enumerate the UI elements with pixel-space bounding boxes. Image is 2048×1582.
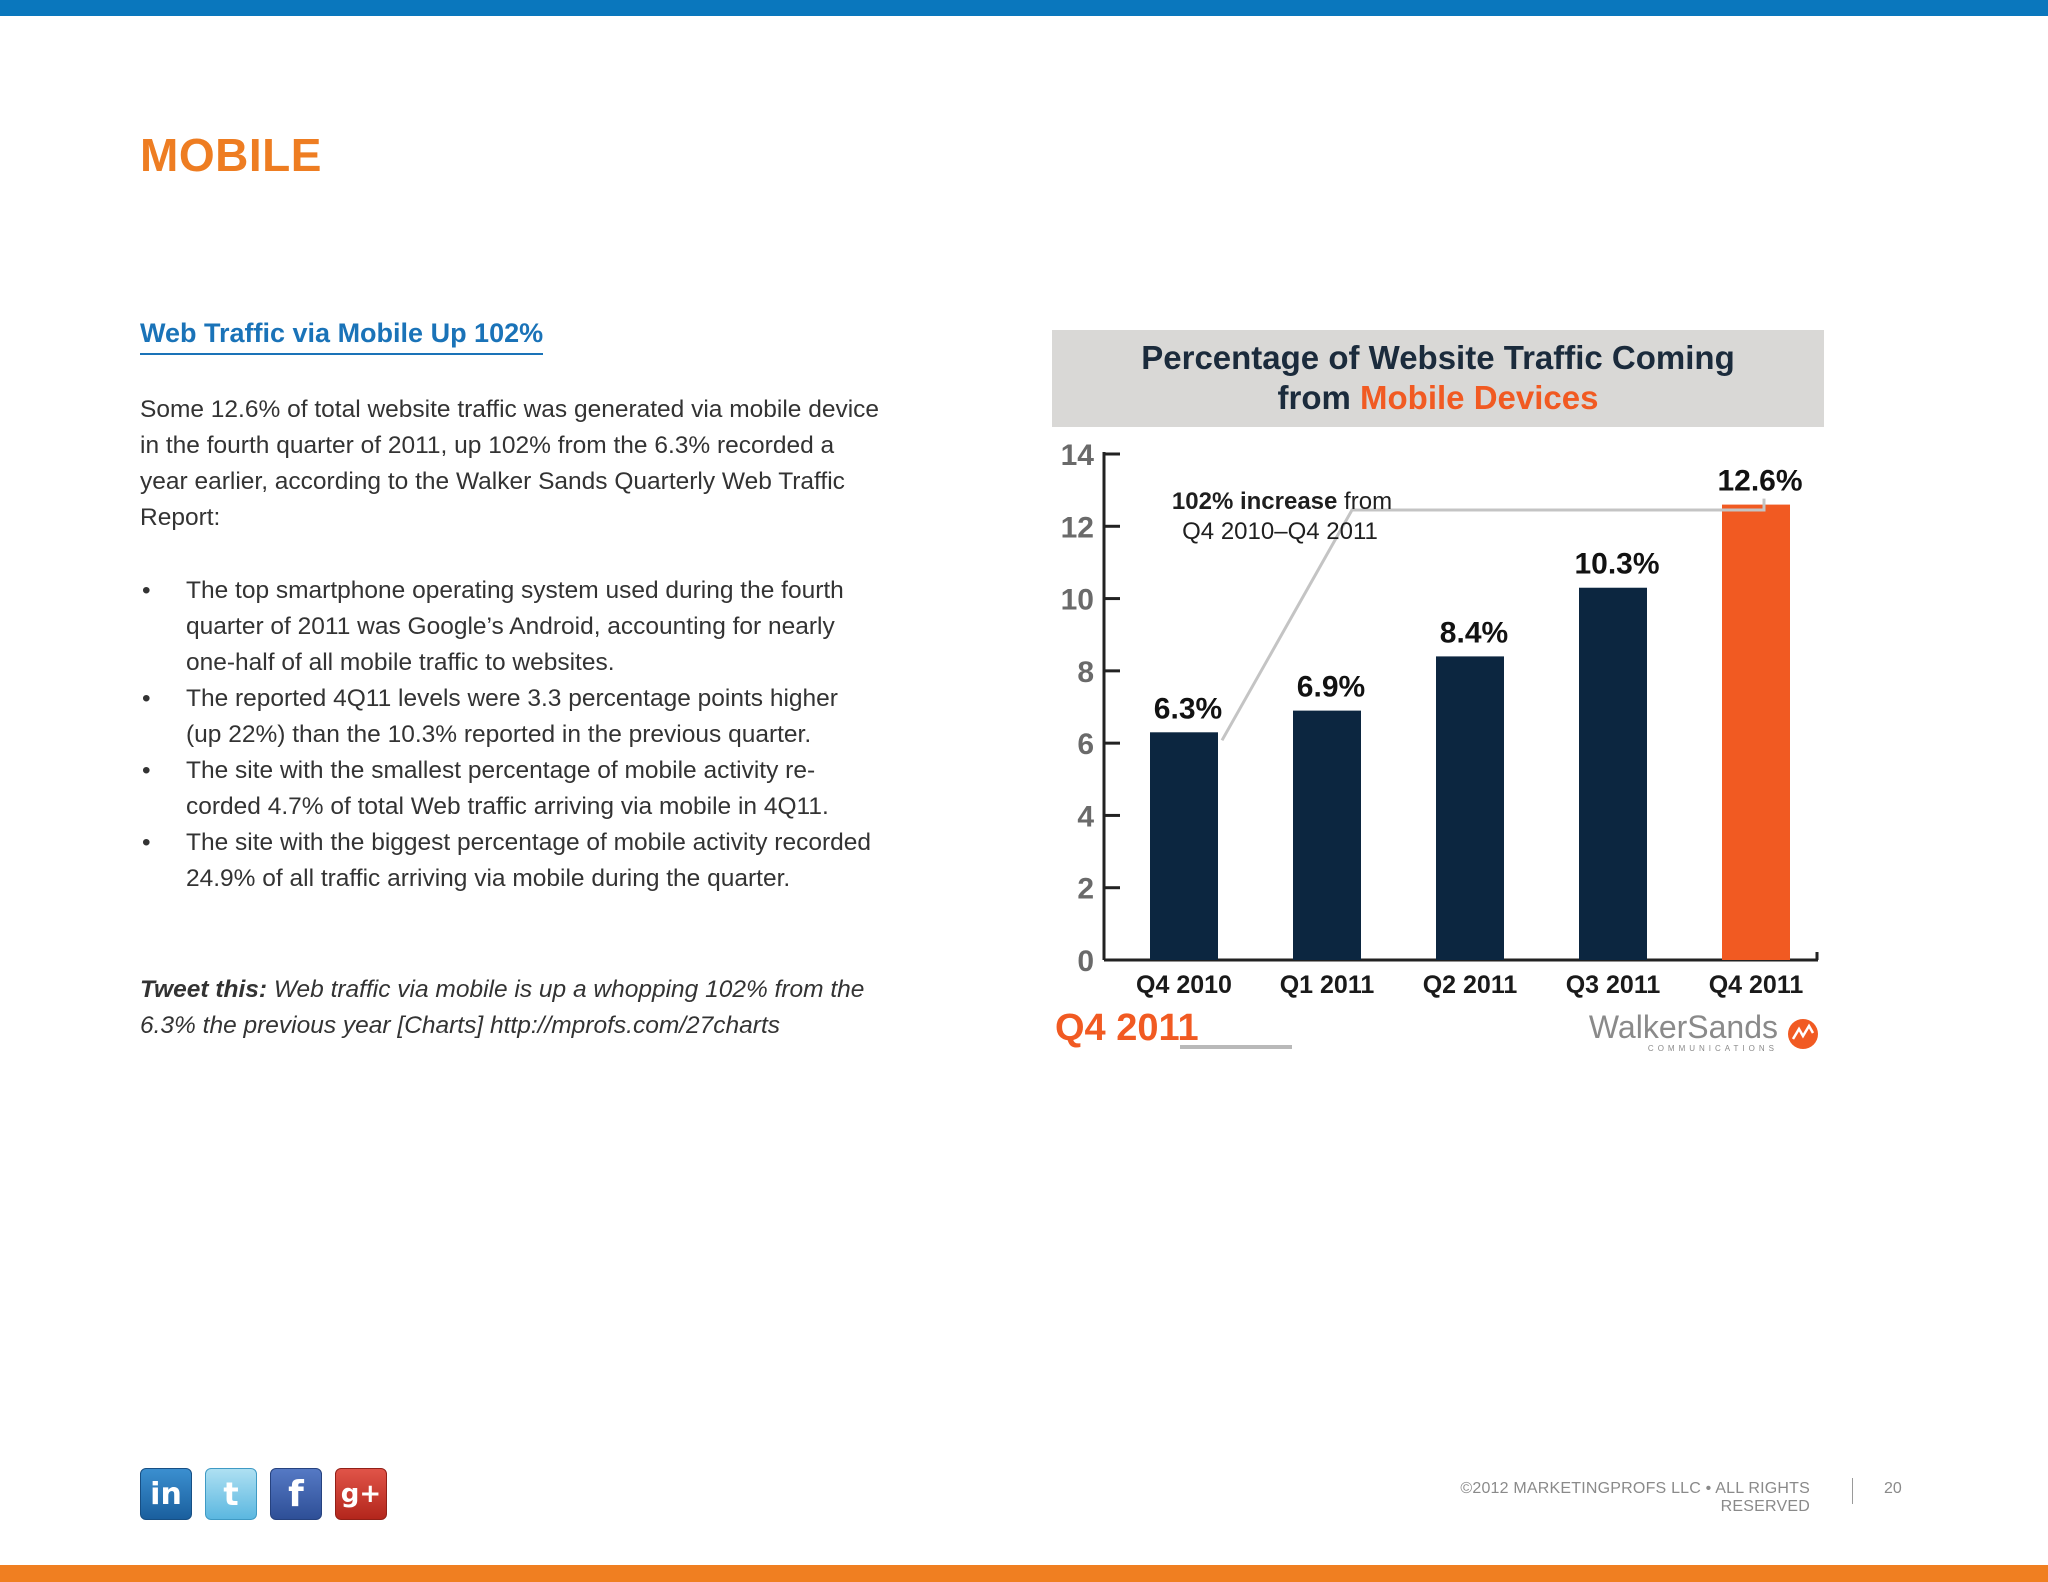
walker-sands-logo: WalkerSands	[1589, 1009, 1778, 1045]
walker-sands-icon-mark	[1791, 1023, 1815, 1040]
tweet-label: Tweet this:	[140, 976, 268, 1003]
annotation-bold: 102% increase	[1172, 488, 1337, 515]
increase-annotation-line2: Q4 2010–Q4 2011	[1182, 518, 1378, 545]
bullet-marker: •	[142, 577, 151, 604]
list-item: • The top smartphone operating system use…	[140, 573, 880, 681]
article-subheading: Web Traffic via Mobile Up 102%	[140, 318, 544, 355]
x-tick-label: Q1 2011	[1280, 971, 1375, 999]
chart-title-band	[1052, 330, 1824, 427]
footer-copyright: ©2012 MARKETINGPROFS LLC • ALL RIGHTS RE…	[1460, 1480, 1810, 1515]
google-plus-icon[interactable]: g+	[335, 1468, 387, 1520]
bar	[1722, 504, 1790, 960]
y-tick-label: 6	[1077, 728, 1094, 761]
bullet-text: The reported 4Q11 levels were 3.3 percen…	[186, 685, 838, 748]
list-item: • The reported 4Q11 levels were 3.3 perce…	[140, 681, 880, 753]
chart-title-prefix: from	[1278, 379, 1361, 416]
data-label: 12.6%	[1717, 465, 1802, 498]
chart-title-highlight: Mobile Devices	[1360, 379, 1598, 416]
linkedin-icon[interactable]: in	[140, 1468, 192, 1520]
bar	[1436, 656, 1504, 960]
chart-title-line2: from Mobile Devices	[1278, 379, 1599, 416]
section-title: MOBILE	[140, 129, 322, 181]
linkedin-label: in	[150, 1476, 182, 1512]
bottom-accent-bar	[0, 1565, 2048, 1582]
y-tick-label: 0	[1077, 945, 1094, 978]
intro-paragraph: Some 12.6% of total website traffic was …	[140, 396, 880, 531]
twitter-label: t	[223, 1475, 239, 1513]
y-tick-label: 8	[1077, 656, 1094, 689]
data-label: 10.3%	[1574, 548, 1659, 581]
twitter-icon[interactable]: t	[205, 1468, 257, 1520]
y-tick-label: 14	[1061, 439, 1095, 472]
bar	[1579, 587, 1647, 960]
tweet-this: Tweet this: Web traffic via mobile is up…	[140, 972, 880, 1044]
facebook-label: f	[288, 1473, 304, 1515]
x-tick-label: Q4 2011	[1709, 971, 1804, 999]
x-tick-label: Q2 2011	[1423, 971, 1518, 999]
brand-sub: COMMUNICATIONS	[1648, 1044, 1778, 1053]
x-tick-label: Q4 2010	[1136, 971, 1232, 999]
bullet-text: The site with the biggest percentage of …	[186, 829, 872, 892]
bullet-text: The site with the smallest percentage of…	[186, 757, 829, 820]
data-label: 8.4%	[1440, 616, 1508, 649]
bullet-marker: •	[142, 829, 151, 856]
data-label: 6.9%	[1297, 671, 1365, 704]
google-plus-label: g+	[340, 1479, 382, 1509]
increase-annotation: 102% increase from	[1172, 488, 1392, 515]
data-label: 6.3%	[1154, 692, 1222, 725]
tweet-text[interactable]: Web traffic via mobile is up a whopping …	[140, 976, 865, 1039]
bullet-marker: •	[142, 685, 151, 712]
footer-divider	[1852, 1478, 1853, 1504]
y-tick-label: 2	[1077, 873, 1094, 906]
mobile-traffic-chart: Percentage of Website Traffic Coming fro…	[1052, 330, 1824, 1053]
increase-bracket	[1220, 498, 1766, 742]
y-tick-label: 12	[1061, 511, 1094, 544]
brand-main: Walker	[1589, 1009, 1688, 1045]
bullet-marker: •	[142, 757, 151, 784]
facebook-icon[interactable]: f	[270, 1468, 322, 1520]
plot-area: 0 2 4 6 8 10 12 14 6.3% Q4 2010 6.9% Q1 2011 8.4% Q2 …	[1061, 439, 1819, 999]
y-tick-label: 4	[1077, 800, 1094, 833]
y-tick-label: 10	[1061, 584, 1094, 617]
list-item: • The site with the smallest percentage o…	[140, 753, 880, 825]
chart-title-line1: Percentage of Website Traffic Coming	[1141, 339, 1735, 376]
bullet-text: The top smartphone operating system used…	[186, 577, 844, 676]
brand-accent: Sands	[1687, 1009, 1778, 1045]
bullet-list: • The top smartphone operating system use…	[140, 573, 880, 897]
bar	[1293, 710, 1361, 960]
list-item: • The site with the biggest percentage of…	[140, 825, 880, 897]
chart-period-label: Q4 2011	[1055, 1007, 1199, 1049]
annotation-rest: from	[1337, 488, 1392, 515]
page-number: 20	[1884, 1480, 1902, 1497]
bar	[1150, 732, 1218, 960]
x-tick-label: Q3 2011	[1566, 971, 1661, 999]
top-accent-bar	[0, 0, 2048, 16]
